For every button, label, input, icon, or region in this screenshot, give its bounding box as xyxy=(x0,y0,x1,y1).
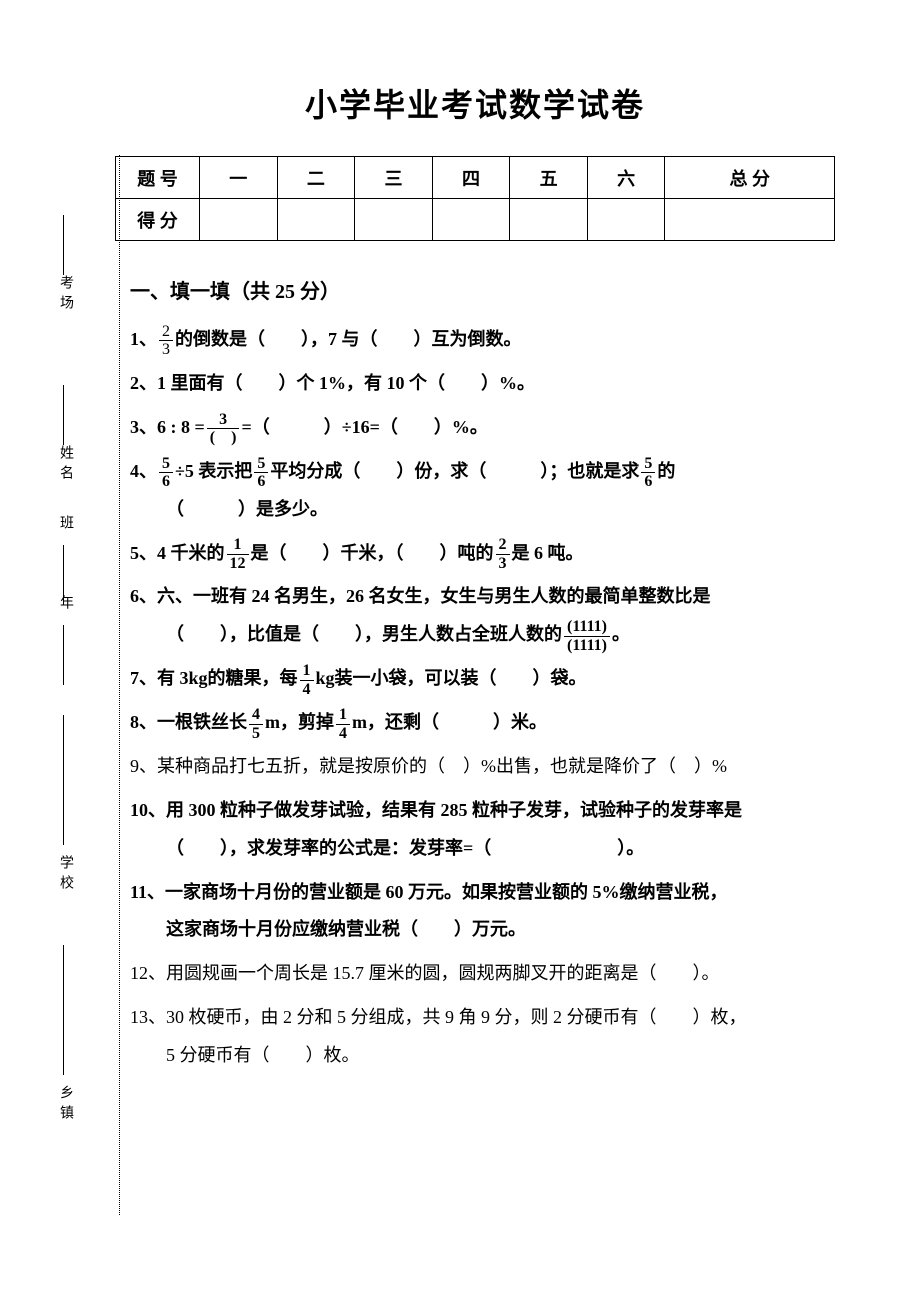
score-table: 题 号 一 二 三 四 五 六 总 分 得 分 xyxy=(115,156,835,241)
label-ban: 班 xyxy=(55,515,75,535)
page-title: 小学毕业考试数学试卷 xyxy=(90,80,860,126)
cell-score[interactable] xyxy=(510,199,588,241)
label-xiangzhen: 乡镇 xyxy=(55,1085,75,1125)
cell-score[interactable] xyxy=(432,199,510,241)
question-2: 2、1 里面有（ ）个 1%，有 10 个（ ）%。 xyxy=(130,365,860,403)
label-nian: 年 xyxy=(55,595,75,615)
cell-header: 六 xyxy=(587,157,665,199)
label-xingming: 姓名 xyxy=(55,445,75,485)
cell-score[interactable] xyxy=(200,199,278,241)
label-xuexiao: 学校 xyxy=(55,855,75,895)
table-row-score: 得 分 xyxy=(116,199,835,241)
cell-header: 总 分 xyxy=(665,157,835,199)
question-9: 9、某种商品打七五折，就是按原价的（ ）%出售，也就是降价了（ ）% xyxy=(130,748,860,786)
cell-score: 得 分 xyxy=(116,199,200,241)
question-8: 8、一根铁丝长45m，剪掉14m，还剩（ ）米。 xyxy=(130,704,860,742)
question-6: 6、六、一班有 24 名男生，26 名女生，女生与男生人数的最简单整数比是 （ … xyxy=(130,578,860,654)
question-1: 1、23的倒数是（ ），7 与（ ）互为倒数。 xyxy=(130,321,860,359)
cell-header: 二 xyxy=(277,157,355,199)
cell-header: 题 号 xyxy=(116,157,200,199)
question-3: 3、6 : 8 =3( )=（ ）÷16=（ ）%。 xyxy=(130,409,860,447)
cell-score[interactable] xyxy=(665,199,835,241)
question-13: 13、30 枚硬币，由 2 分和 5 分组成，共 9 角 9 分，则 2 分硬币… xyxy=(130,999,860,1075)
table-row-header: 题 号 一 二 三 四 五 六 总 分 xyxy=(116,157,835,199)
cell-header: 四 xyxy=(432,157,510,199)
question-11: 11、一家商场十月份的营业额是 60 万元。如果按营业额的 5%缴纳营业税， 这… xyxy=(130,874,860,950)
cell-score[interactable] xyxy=(277,199,355,241)
binding-labels: 考场 姓名 班 年 学校 乡镇 xyxy=(55,155,80,1215)
cell-score[interactable] xyxy=(587,199,665,241)
binding-margin xyxy=(80,155,120,1215)
label-kaochang: 考场 xyxy=(55,275,75,315)
question-4: 4、56÷5 表示把56平均分成（ ）份，求（ ）；也就是求56的 （ ）是多少… xyxy=(130,453,860,529)
question-10: 10、用 300 粒种子做发芽试验，结果有 285 粒种子发芽，试验种子的发芽率… xyxy=(130,792,860,868)
content: 一、填一填（共 25 分） 1、23的倒数是（ ），7 与（ ）互为倒数。 2、… xyxy=(130,271,860,1075)
cell-header: 五 xyxy=(510,157,588,199)
section-1-title: 一、填一填（共 25 分） xyxy=(130,271,860,313)
question-7: 7、有 3kg的糖果，每14kg装一小袋，可以装（ ）袋。 xyxy=(130,660,860,698)
question-5: 5、4 千米的112是（ ）千米，（ ）吨的23是 6 吨。 xyxy=(130,535,860,573)
cell-header: 三 xyxy=(355,157,433,199)
cell-header: 一 xyxy=(200,157,278,199)
cell-score[interactable] xyxy=(355,199,433,241)
question-12: 12、用圆规画一个周长是 15.7 厘米的圆，圆规两脚叉开的距离是（ ）。 xyxy=(130,955,860,993)
